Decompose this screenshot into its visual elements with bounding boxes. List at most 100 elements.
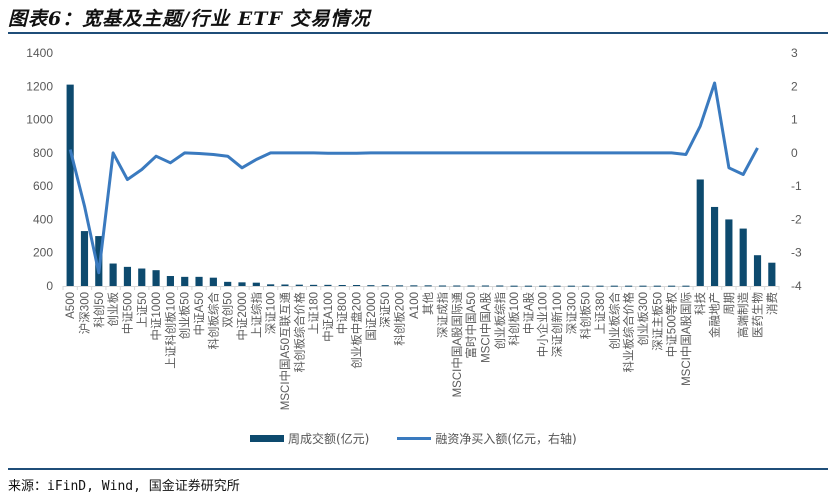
x-tick-label: 高端制造 [736, 292, 750, 338]
left-tick-label: 600 [33, 179, 53, 193]
bar [668, 285, 676, 287]
bar [181, 276, 189, 286]
bar [410, 285, 418, 287]
x-tick-label: MSCI中国A股 [479, 292, 492, 363]
left-tick-label: 800 [33, 146, 53, 160]
x-tick-label: 中证500等权 [665, 292, 679, 358]
footer-divider [8, 468, 828, 470]
x-tick-label: MSCI中国A股国际 [680, 292, 693, 386]
left-tick-label: 1400 [26, 46, 53, 60]
x-tick-label: 中证800 [336, 292, 349, 334]
left-y-axis: 0 200 400 600 800 1000 1200 1400 [26, 46, 53, 293]
line-series-margin-net-buy [68, 81, 759, 275]
x-tick-label: 上证综指 [249, 292, 263, 338]
bar [367, 285, 375, 287]
bar [510, 285, 518, 287]
x-tick-label: 科技 [693, 292, 707, 315]
bar [252, 282, 260, 286]
right-y-axis: -4 -3 -2 -1 0 1 2 3 [791, 46, 802, 293]
x-tick-label: 上证180 [308, 292, 321, 334]
right-tick-label: 2 [791, 79, 798, 93]
x-tick-label: 科业板综合价格 [622, 292, 636, 373]
bar [696, 179, 704, 286]
x-tick-label: 国证2000 [365, 292, 378, 341]
bar [381, 285, 389, 287]
x-tick-label: 富时中国A50 [464, 292, 478, 358]
bar [710, 206, 719, 286]
x-tick-label: 中证500 [121, 292, 134, 334]
x-tick-label: 创业板50 [178, 292, 192, 339]
page-title: 图表6：宽基及主题/行业 ETF 交易情况 [8, 8, 371, 30]
right-tick-label: -3 [791, 246, 802, 260]
right-tick-label: 1 [791, 113, 798, 127]
bar [66, 84, 74, 286]
x-tick-label: 上证380 [594, 292, 607, 334]
x-tick-label: 中证1000 [150, 292, 163, 341]
bar [467, 285, 475, 287]
bar [209, 277, 217, 286]
bar [352, 285, 361, 287]
x-tick-label: 上证科创板100 [163, 292, 177, 369]
x-tick-label: 深证创新100 [550, 292, 564, 357]
bar [753, 255, 762, 286]
right-tick-label: 0 [791, 146, 798, 160]
x-tick-label: 其他 [422, 292, 435, 315]
x-axis-labels: A500 沪深300 科创50 创业板 中证500 上证50 中证1000 上证科创板100 创… [65, 292, 779, 411]
x-tick-label: 深证50 [378, 292, 392, 328]
bar [682, 285, 690, 287]
left-tick-label: 400 [33, 212, 53, 226]
line-swatch-icon [397, 437, 432, 440]
bar [152, 270, 160, 286]
bar [295, 284, 303, 286]
bar [725, 219, 733, 286]
x-tick-label: 沪深300 [78, 292, 92, 334]
bar [281, 284, 289, 286]
x-tick-label: A100 [409, 292, 421, 319]
bar [625, 285, 633, 287]
bar [639, 285, 647, 287]
bar [109, 263, 117, 286]
x-tick-label: MSCI中国A股国际通 [451, 292, 464, 398]
bar [80, 231, 89, 286]
x-tick-label: 创业板中盘200 [350, 292, 364, 369]
bar [496, 285, 504, 287]
x-tick-label: 深证300 [564, 292, 578, 334]
left-tick-label: 0 [46, 279, 53, 293]
bar [524, 285, 532, 287]
source-note: 来源：iFinD, Wind, 国金证券研究所 [8, 479, 240, 494]
bar [567, 285, 575, 287]
bar [739, 228, 747, 286]
legend: 周成交额(亿元) 融资净买入额(亿元，右轴) [250, 430, 605, 447]
legend-item-line: 融资净买入额(亿元，右轴) [397, 430, 577, 447]
x-tick-label: 科创50 [92, 292, 106, 328]
bar [596, 285, 604, 287]
bar-series-weekly-turnover [66, 84, 776, 287]
bar [238, 282, 246, 286]
x-tick-label: 深证主板50 [650, 292, 664, 351]
bar [481, 285, 490, 287]
x-tick-label: 深证100 [264, 292, 278, 334]
bar [553, 285, 561, 287]
x-tick-label: 科创板综合 [206, 292, 220, 350]
bar-swatch-icon [250, 435, 284, 442]
bar [310, 284, 318, 286]
legend-item-bar: 周成交额(亿元) [250, 430, 369, 447]
x-tick-label: 周期 [723, 292, 736, 315]
x-tick-label: 医药生物 [751, 292, 765, 338]
bar [267, 284, 275, 286]
x-tick-label: 深证成指 [436, 292, 450, 338]
x-tick-label: 中证A股 [522, 292, 535, 335]
x-tick-label: 上证50 [136, 292, 149, 328]
bar [610, 285, 618, 287]
left-tick-label: 1200 [26, 79, 53, 93]
x-axis [62, 286, 780, 290]
bar [424, 285, 432, 287]
bar [166, 276, 174, 286]
bar [338, 285, 346, 287]
bar [324, 284, 332, 286]
right-tick-label: -4 [791, 279, 802, 293]
bar [195, 276, 203, 286]
right-tick-label: -1 [791, 179, 802, 193]
x-tick-label: 创业板综指 [493, 292, 507, 350]
